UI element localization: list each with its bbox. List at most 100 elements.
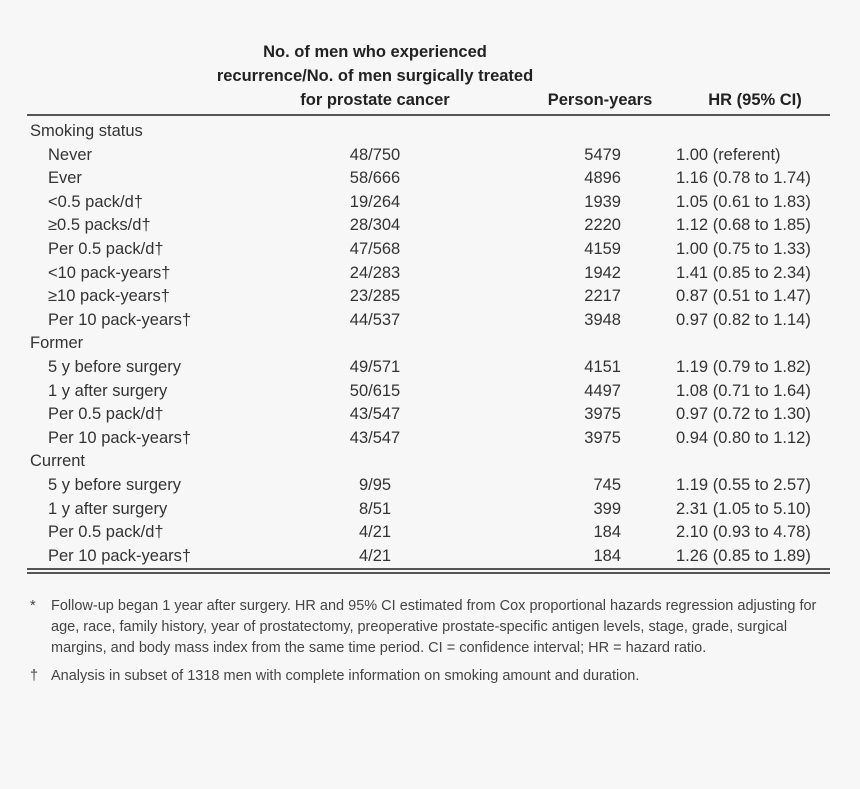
person-years-cell: 1942 (584, 263, 621, 282)
events-cell: 47/568 (349, 239, 401, 258)
table-row: <10 pack-years† 24/283 1942 1.41 (0.85 to 2… (27, 262, 830, 286)
footnote-text: Analysis in subset of 1318 men with comp… (51, 668, 640, 684)
row-label: Per 0.5 pack/d† (48, 239, 164, 258)
table-row: ≥0.5 packs/d† 28/304 2220 1.12 (0.68 to 1.8… (27, 214, 830, 238)
row-label: Current (30, 452, 86, 471)
row-label: Per 10 pack-years† (48, 546, 192, 565)
table-row: Ever 58/666 4896 1.16 (0.78 to 1.74) (27, 167, 830, 191)
person-years-cell: 5479 (584, 145, 621, 164)
table-body: Smoking status Never 48/750 5479 1.00 (refer… (27, 120, 830, 568)
events-cell: 19/264 (349, 192, 401, 211)
person-years-cell: 2220 (584, 216, 621, 235)
events-cell: 58/666 (349, 169, 401, 188)
events-cell: 28/304 (349, 216, 401, 235)
table-row: 5 y before surgery 49/571 4151 1.19 (0.79 t… (27, 356, 830, 380)
table-row: 1 y after surgery 50/615 4497 1.08 (0.71 to… (27, 380, 830, 404)
header-rule (27, 114, 830, 116)
row-label: 5 y before surgery (48, 475, 181, 494)
header-hr: HR (95% CI) (708, 91, 802, 109)
person-years-cell: 2217 (584, 287, 621, 306)
person-years-cell: 4497 (584, 381, 621, 400)
hr-cell: 1.00 (referent) (676, 145, 781, 164)
header-person-years: Person-years (547, 91, 653, 109)
hr-cell: 2.31 (1.05 to 5.10) (676, 499, 811, 518)
section-header-row: Smoking status (27, 120, 830, 144)
row-label: Per 10 pack-years† (48, 428, 192, 447)
hr-cell: 0.97 (0.82 to 1.14) (676, 310, 811, 329)
hr-cell: 1.12 (0.68 to 1.85) (676, 216, 811, 235)
person-years-cell: 399 (593, 499, 621, 518)
section-header-row: Current (27, 450, 830, 474)
table-row: <0.5 pack/d† 19/264 1939 1.05 (0.61 to 1.83… (27, 191, 830, 215)
section-header-row: Former (27, 332, 830, 356)
person-years-cell: 1939 (584, 192, 621, 211)
events-cell: 4/21 (358, 523, 392, 542)
hr-cell: 0.97 (0.72 to 1.30) (676, 405, 811, 424)
hr-cell: 1.08 (0.71 to 1.64) (676, 381, 811, 400)
header-events: No. of men who experienced recurrence/No… (216, 43, 534, 109)
table-row: 5 y before surgery 9/95 745 1.19 (0.55 to 2… (27, 474, 830, 498)
footnote-text: Follow-up began 1 year after surgery. HR… (51, 598, 817, 656)
person-years-cell: 184 (593, 546, 621, 565)
person-years-cell: 4151 (584, 357, 621, 376)
events-cell: 50/615 (349, 381, 401, 400)
table-row: Per 10 pack-years† 44/537 3948 0.97 (0.82 t… (27, 309, 830, 333)
row-label: 1 y after surgery (48, 381, 168, 400)
hr-cell: 1.05 (0.61 to 1.83) (676, 192, 811, 211)
hr-cell: 2.10 (0.93 to 4.78) (676, 523, 811, 542)
row-label: Per 0.5 pack/d† (48, 405, 164, 424)
hr-cell: 1.00 (0.75 to 1.33) (676, 239, 811, 258)
row-label: Never (48, 145, 93, 164)
row-label: Ever (48, 169, 82, 188)
table-row: ≥10 pack-years† 23/285 2217 0.87 (0.51 to 1… (27, 285, 830, 309)
footnote: * Follow-up began 1 year after surgery. H… (30, 596, 830, 659)
footnote-mark: † (30, 668, 39, 684)
person-years-cell: 3948 (584, 310, 621, 329)
row-label: Per 10 pack-years† (48, 310, 192, 329)
row-label: Former (30, 334, 84, 353)
table-row: Per 0.5 pack/d† 4/21 184 2.10 (0.93 to 4.78… (27, 521, 830, 545)
row-label: ≥0.5 packs/d† (48, 216, 151, 235)
hr-cell: 1.26 (0.85 to 1.89) (676, 546, 811, 565)
hr-cell: 1.19 (0.79 to 1.82) (676, 357, 811, 376)
bottom-rule-2 (27, 572, 830, 574)
table-row: Per 10 pack-years† 4/21 184 1.26 (0.85 to 1… (27, 545, 830, 569)
table-row: Per 0.5 pack/d† 47/568 4159 1.00 (0.75 to 1… (27, 238, 830, 262)
footnote-mark: * (30, 598, 36, 614)
events-cell: 43/547 (349, 405, 401, 424)
events-cell: 24/283 (349, 263, 401, 282)
hr-cell: 1.41 (0.85 to 2.34) (676, 263, 811, 282)
events-cell: 44/537 (349, 310, 401, 329)
row-label: <10 pack-years† (48, 263, 171, 282)
hr-cell: 1.19 (0.55 to 2.57) (676, 475, 811, 494)
events-cell: 49/571 (349, 357, 401, 376)
hr-cell: 0.87 (0.51 to 1.47) (676, 287, 811, 306)
events-cell: 48/750 (349, 145, 401, 164)
footnote: † Analysis in subset of 1318 men with com… (30, 666, 830, 687)
row-label: 5 y before surgery (48, 357, 181, 376)
row-label: <0.5 pack/d† (48, 192, 143, 211)
person-years-cell: 745 (593, 475, 621, 494)
table-row: Per 0.5 pack/d† 43/547 3975 0.97 (0.72 to 1… (27, 403, 830, 427)
events-cell: 43/547 (349, 428, 401, 447)
events-cell: 9/95 (358, 475, 392, 494)
bottom-rule-1 (27, 568, 830, 570)
person-years-cell: 184 (593, 523, 621, 542)
hr-cell: 1.16 (0.78 to 1.74) (676, 169, 811, 188)
hr-cell: 0.94 (0.80 to 1.12) (676, 428, 811, 447)
events-cell: 23/285 (349, 287, 401, 306)
person-years-cell: 3975 (584, 428, 621, 447)
table-row: Per 10 pack-years† 43/547 3975 0.94 (0.80 t… (27, 427, 830, 451)
events-cell: 4/21 (358, 546, 392, 565)
row-label: Per 0.5 pack/d† (48, 523, 164, 542)
row-label: Smoking status (30, 122, 143, 140)
person-years-cell: 4159 (584, 239, 621, 258)
events-cell: 8/51 (358, 499, 392, 518)
table-row: 1 y after surgery 8/51 399 2.31 (1.05 to 5.… (27, 498, 830, 522)
person-years-cell: 4896 (584, 169, 621, 188)
row-label: 1 y after surgery (48, 499, 168, 518)
row-label: ≥10 pack-years† (48, 287, 170, 306)
person-years-cell: 3975 (584, 405, 621, 424)
footnotes: * Follow-up began 1 year after surgery. H… (30, 596, 830, 694)
table-row: Never 48/750 5479 1.00 (referent) (27, 144, 830, 168)
